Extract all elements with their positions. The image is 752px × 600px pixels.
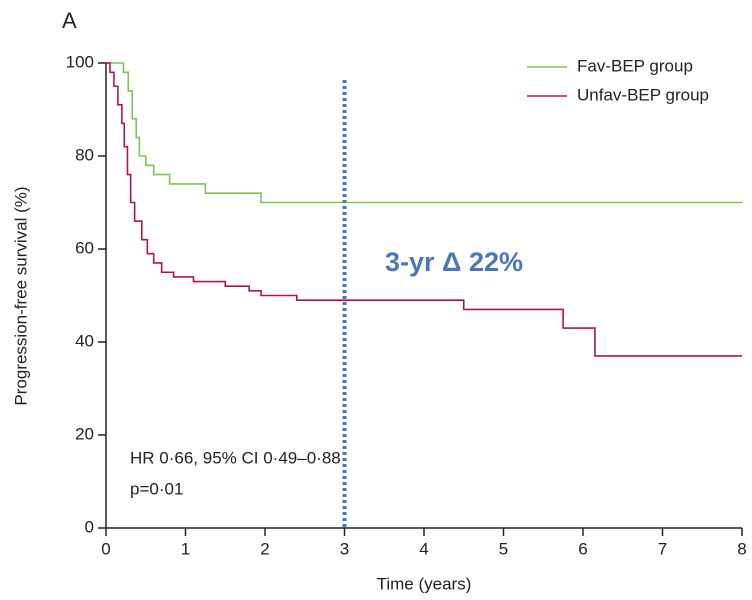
survival-curve: [106, 62, 742, 204]
x-tick-label: 7: [658, 539, 667, 558]
y-tick-label: 60: [75, 238, 94, 257]
x-tick-label: 4: [419, 539, 428, 558]
x-tick-label: 1: [181, 539, 190, 558]
y-axis-label: Progression-free survival (%): [11, 186, 30, 405]
p-annotation: p=0·01: [130, 479, 183, 498]
y-tick-label: 100: [66, 52, 94, 71]
y-tick-label: 80: [75, 145, 94, 164]
x-tick-label: 2: [260, 539, 269, 558]
delta-annotation: 3-yr Δ 22%: [385, 247, 523, 277]
x-axis-label: Time (years): [377, 574, 472, 593]
y-tick-label: 20: [75, 424, 94, 443]
x-tick-label: 3: [340, 539, 349, 558]
legend-label: Unfav-BEP group: [577, 85, 709, 104]
legend-label: Fav-BEP group: [577, 56, 693, 75]
x-tick-label: 6: [578, 539, 587, 558]
x-tick-label: 5: [499, 539, 508, 558]
panel-label: A: [62, 8, 77, 33]
y-tick-label: 40: [75, 331, 94, 350]
x-tick-label: 0: [101, 539, 110, 558]
hr-annotation: HR 0·66, 95% CI 0·49–0·88: [130, 448, 341, 467]
y-tick-label: 0: [85, 517, 94, 536]
survival-curve: [106, 62, 742, 357]
x-tick-label: 8: [737, 539, 746, 558]
